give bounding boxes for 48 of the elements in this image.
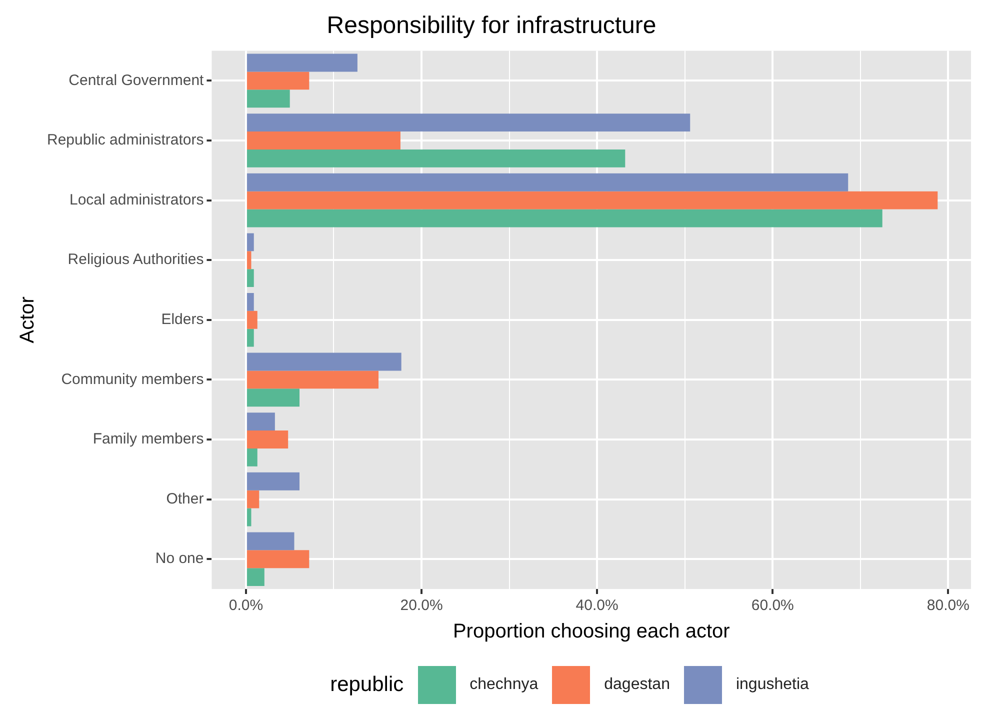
bar <box>246 430 288 448</box>
bar <box>246 114 690 132</box>
bar <box>246 233 254 252</box>
bar <box>246 173 848 192</box>
y-tick-label: Other <box>166 490 204 508</box>
legend-label: chechnya <box>470 676 538 694</box>
bar <box>246 532 294 550</box>
y-tick-label: Republic administrators <box>46 132 204 149</box>
bar <box>246 209 882 228</box>
y-tick-label: Religious Authorities <box>68 251 204 268</box>
legend-label: ingushetia <box>736 676 809 694</box>
legend-label: dagestan <box>604 676 670 694</box>
x-tick-label: 60.0% <box>751 597 794 614</box>
x-tick-label: 80.0% <box>926 597 970 614</box>
bar <box>246 388 300 407</box>
x-tick-label: 0.0% <box>228 597 264 614</box>
bar <box>246 508 252 526</box>
chart-title: Responsibility for infrastructure <box>326 12 656 40</box>
bar <box>246 412 275 431</box>
bar <box>246 292 254 311</box>
bar <box>246 448 258 466</box>
bar <box>246 72 310 90</box>
legend-title: republic <box>330 673 404 697</box>
bar <box>246 550 310 568</box>
bar <box>246 191 938 210</box>
bar <box>246 90 290 108</box>
bar <box>246 490 260 508</box>
y-tick-label: No one <box>155 550 204 568</box>
x-tick-label: 20.0% <box>400 597 443 614</box>
bar <box>246 568 264 586</box>
bar <box>246 251 252 270</box>
x-tick-label: 40.0% <box>576 597 618 614</box>
bar <box>246 370 379 389</box>
bar <box>246 132 400 150</box>
bar <box>246 328 254 347</box>
y-tick-label: Elders <box>161 311 204 328</box>
bar <box>246 149 626 168</box>
bar <box>246 269 254 288</box>
bar <box>246 310 258 329</box>
bar <box>246 472 300 490</box>
y-tick-label: Local administrators <box>69 191 204 208</box>
y-axis-title: Actor <box>16 296 39 344</box>
y-tick-label: Central Government <box>68 72 205 89</box>
x-axis-title: Proportion choosing each actor <box>452 620 730 643</box>
y-tick-label: Family members <box>92 430 204 448</box>
y-tick-label: Community members <box>61 370 204 388</box>
bar <box>246 352 402 371</box>
bar <box>246 54 358 72</box>
